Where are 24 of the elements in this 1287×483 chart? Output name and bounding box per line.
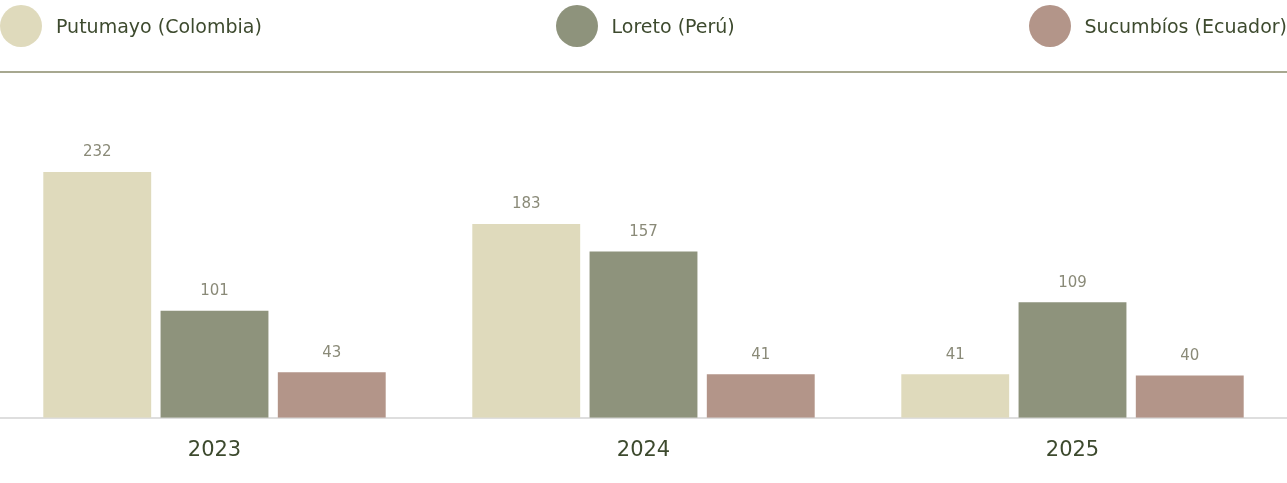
data-label: 40 (1180, 345, 1200, 364)
data-label: 183 (511, 194, 541, 213)
x-tick-label: 2025 (1045, 436, 1100, 461)
data-label: 109 (1058, 272, 1087, 291)
data-label: 101 (200, 281, 229, 300)
bar (160, 310, 269, 418)
data-label: 41 (945, 344, 965, 363)
bar (901, 374, 1010, 418)
data-label: 43 (322, 342, 342, 361)
data-label: 41 (751, 344, 771, 363)
bar (706, 374, 815, 418)
legend-label: Sucumbíos (Ecuador) (1084, 15, 1287, 37)
x-tick-label: 2023 (187, 436, 242, 461)
bar (277, 372, 386, 418)
bar (43, 172, 152, 418)
bar (589, 251, 698, 418)
legend-label: Putumayo (Colombia) (56, 15, 262, 37)
legend-label: Loreto (Perú) (611, 15, 735, 37)
bar (1018, 302, 1127, 418)
bar (472, 223, 581, 418)
data-label: 157 (629, 221, 658, 240)
bar (1135, 375, 1244, 418)
data-label: 232 (82, 142, 112, 161)
x-tick-label: 2024 (616, 436, 671, 461)
